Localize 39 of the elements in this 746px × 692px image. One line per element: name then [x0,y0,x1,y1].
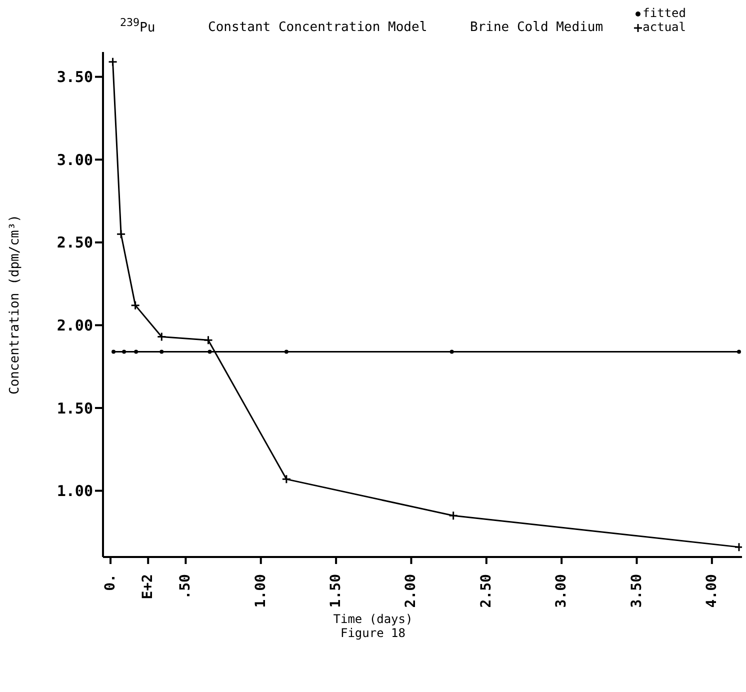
y-axis-title: Concentration (dpm/cm³) [8,214,23,395]
point [130,300,140,310]
text: Brine Cold Medium [470,20,604,35]
y-tick-label: 2.50 [56,234,93,252]
y-tick-label: 1.00 [56,482,93,500]
point [448,510,458,520]
point [116,229,126,239]
y-tick-label: 3.00 [56,150,93,169]
point [203,335,213,345]
point [112,350,116,354]
text: $^{239}$Pu [120,16,156,36]
x-tick-label: 1.50 [328,574,344,608]
x-tick-label: .50 [178,574,194,600]
x-tick-label: 2.50 [478,574,494,608]
x-tick-label: 1.00 [252,574,269,608]
point [156,332,166,342]
point [108,57,118,67]
point [450,350,454,354]
x-tick-label: 4.00 [704,574,720,608]
x-tick-label: 2.00 [403,574,420,608]
point [160,350,164,354]
x-tick-label: 3.50 [628,574,645,608]
x-tick-label: 0. [102,574,119,591]
point [122,350,126,354]
point [736,350,741,354]
point [282,474,292,484]
x-tick-label: E+2 [140,574,156,600]
point [284,350,288,354]
y-tick-label: 2.00 [56,316,93,335]
caption: Figure 18 [339,626,407,640]
y-tick-label: 1.50 [56,399,93,418]
x-tick-label: 3.00 [554,574,570,608]
y-tick-label: 3.50 [56,68,93,86]
legend-label: fitted [642,6,686,20]
legend-label: actual [642,20,686,34]
x-axis-title: Time (days) [332,612,414,626]
chart-title: Constant Concentration Model [208,20,428,35]
point [134,350,138,354]
point [208,350,212,354]
